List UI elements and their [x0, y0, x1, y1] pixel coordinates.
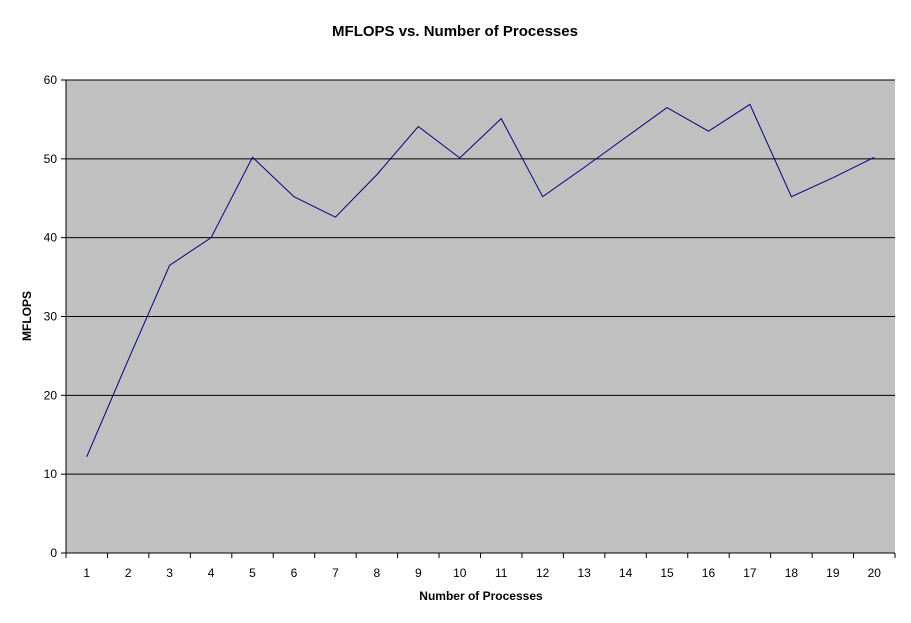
x-tick-label-20: 20: [868, 566, 882, 580]
x-tick-label-10: 10: [453, 566, 467, 580]
x-axis-ticks: 1 2 3 4 5 6 7 8 9 10 11 12 13 14 15 16 17 18 19 20: [65, 553, 896, 580]
x-tick-label-3: 3: [166, 566, 173, 580]
gridlines: [66, 79, 895, 475]
y-tick-label-10: 10: [44, 467, 58, 481]
series-line-0: [86, 103, 875, 457]
y-tick-label-30: 30: [44, 310, 58, 324]
x-tick-label-4: 4: [208, 566, 215, 580]
y-axis-label: MFLOPS: [20, 291, 34, 341]
x-tick-label-15: 15: [660, 566, 674, 580]
x-tick-label-8: 8: [374, 566, 381, 580]
y-tick-label-60: 60: [44, 73, 58, 87]
x-tick-label-12: 12: [536, 566, 550, 580]
x-tick-label-13: 13: [577, 566, 591, 580]
x-tick-label-6: 6: [291, 566, 298, 580]
x-tick-label-5: 5: [249, 566, 256, 580]
y-axis-ticks: 0 10 20 30 40 50 60: [44, 73, 66, 560]
x-tick-label-17: 17: [743, 566, 757, 580]
series-group: [86, 103, 875, 457]
x-tick-label-7: 7: [332, 566, 339, 580]
x-axis-label: Number of Processes: [419, 589, 543, 603]
x-tick-label-2: 2: [125, 566, 132, 580]
x-tick-label-1: 1: [83, 566, 90, 580]
x-tick-label-16: 16: [702, 566, 716, 580]
y-tick-label-50: 50: [44, 152, 58, 166]
y-tick-label-20: 20: [44, 388, 58, 402]
x-tick-label-19: 19: [826, 566, 840, 580]
x-tick-label-9: 9: [415, 566, 422, 580]
x-tick-label-11: 11: [495, 566, 508, 580]
y-tick-label-40: 40: [44, 231, 58, 245]
chart-title: MFLOPS vs. Number of Processes: [332, 23, 578, 40]
x-tick-label-14: 14: [619, 566, 633, 580]
x-tick-label-18: 18: [785, 566, 799, 580]
y-tick-label-0: 0: [50, 546, 57, 560]
